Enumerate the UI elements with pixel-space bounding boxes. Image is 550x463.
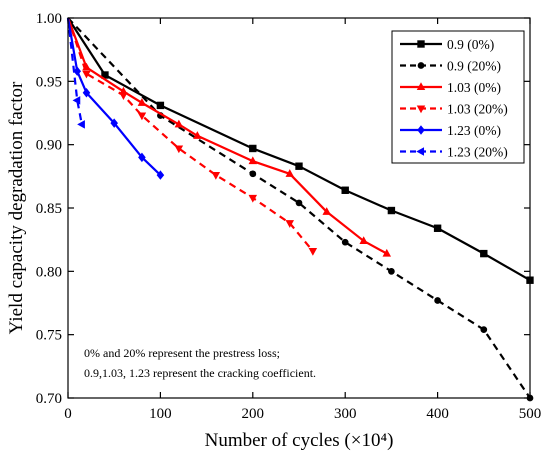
x-tick-label: 0 [64,406,72,422]
data-point [174,119,184,128]
data-point [211,172,221,180]
x-tick-label: 300 [334,406,357,422]
series-5 [66,17,85,129]
axis-ticks: 0 100 200 300 400 500 0.70 0.75 0.80 0.85 0.90 0.95… [36,11,542,422]
annotation-line-1: 0% and 20% represent the prestress loss; [84,346,280,360]
y-tick-label: 0.85 [36,201,62,217]
data-point [193,131,202,139]
series-line [66,17,162,176]
data-point [382,248,392,257]
data-point [174,145,184,154]
data-point [72,96,81,105]
legend-marker [416,105,426,114]
data-point [77,120,85,129]
legend-label: 0.9 (20%) [447,59,501,74]
legend-marker [417,62,425,69]
y-tick-label: 0.75 [36,328,62,344]
data-point [295,199,303,207]
data-point [137,98,147,106]
y-tick-label: 0.80 [36,264,62,280]
y-axis-label: Yield capacity degradation factor [6,81,27,334]
data-point [249,170,257,178]
legend-marker [417,125,425,135]
legend-marker [416,147,425,156]
legend-entry-0: 0.9 (0%) [400,37,494,52]
x-tick-label: 400 [426,406,449,422]
series-0 [67,17,534,284]
data-point [156,101,165,110]
data-point [137,112,147,121]
data-point [119,92,128,100]
legend-entry-3: 1.03 (20%) [400,102,508,117]
x-tick-label: 500 [519,406,542,422]
plot-series [66,17,534,402]
data-point [322,207,331,215]
series-line [67,17,531,399]
data-point [387,206,396,215]
legend-marker [416,82,426,91]
y-tick-label: 0.70 [36,391,62,407]
legend-entry-4: 1.23 (0%) [400,123,501,138]
legend-label: 1.23 (20%) [447,145,508,160]
data-point [359,236,368,244]
legend-label: 1.03 (20%) [447,102,508,117]
data-point [308,248,318,256]
y-tick-label: 0.90 [36,138,62,154]
legend-entry-2: 1.03 (0%) [400,80,501,95]
data-point [433,224,442,232]
data-point [388,267,395,275]
data-point [248,194,258,203]
data-point [82,88,91,98]
data-point [248,156,258,165]
data-point [73,66,82,76]
legend-label: 1.23 (0%) [447,123,501,138]
data-point [138,152,146,163]
data-point [249,144,257,153]
legend-label: 0.9 (0%) [447,37,494,52]
data-point [285,169,295,177]
y-tick-label: 1.00 [36,11,62,27]
legend-items: 0.9 (0%) 0.9 (20%) 1.03 (0%) 1.03 (20%) 1.23… [400,37,508,160]
series-line [66,17,314,252]
series-4 [66,17,165,180]
data-point [156,170,165,180]
x-tick-label: 100 [149,406,172,422]
data-point [341,238,349,246]
x-axis-label: Number of cycles (×10⁴) [205,430,394,451]
series-line [66,17,83,125]
legend: 0.9 (0%) 0.9 (20%) 1.03 (0%) 1.03 (20%) 1.23… [391,30,525,164]
series-2 [66,17,392,257]
data-point [480,249,488,258]
legend-marker [417,40,425,48]
legend-entry-1: 0.9 (20%) [400,59,501,74]
annotation-line-2: 0.9,1.03, 1.23 represent the cracking co… [84,366,316,380]
data-point [110,118,118,128]
series-3 [66,17,318,256]
data-point [480,326,488,333]
series-line [67,17,531,282]
legend-entry-5: 1.23 (20%) [400,145,508,160]
data-point [341,186,349,194]
data-point [285,220,295,228]
data-point [434,297,441,304]
data-point [295,162,303,170]
data-point [82,70,91,79]
y-tick-label: 0.95 [36,74,62,90]
legend-label: 1.03 (0%) [447,80,501,95]
x-tick-label: 200 [242,406,265,422]
legend-box [391,30,525,164]
